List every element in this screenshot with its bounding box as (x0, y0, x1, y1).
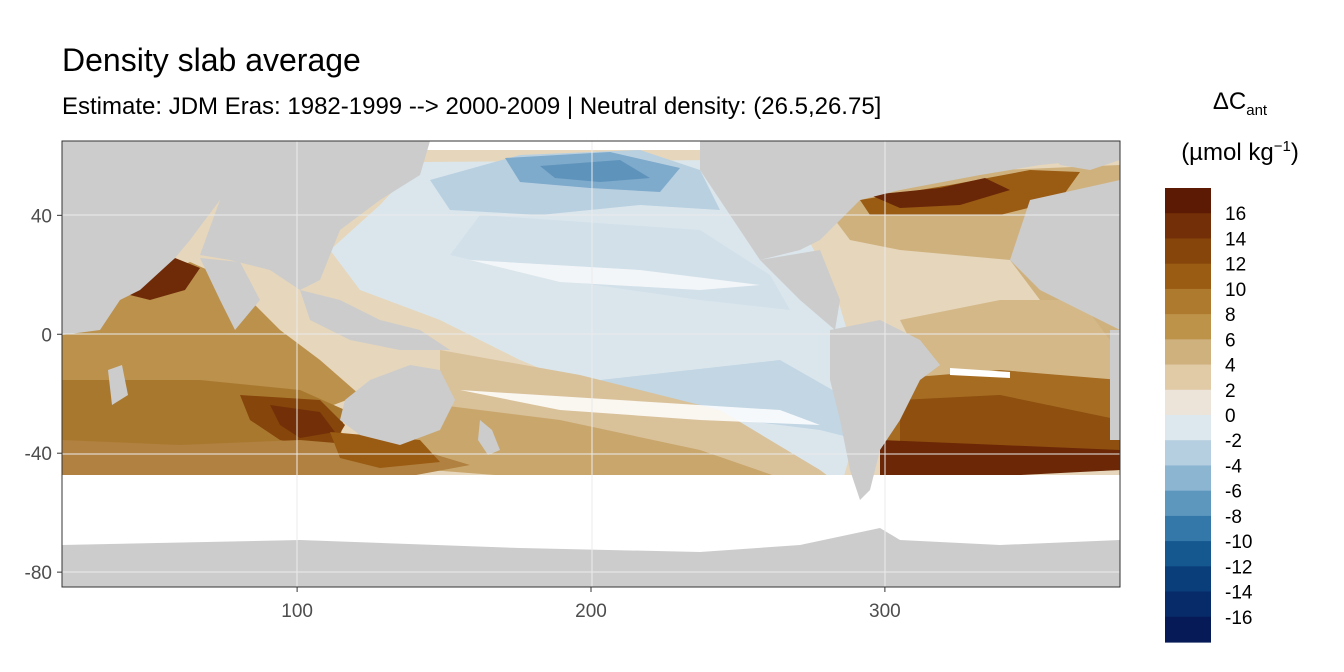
legend-swatch (1165, 566, 1211, 593)
legend-swatch (1165, 490, 1211, 517)
legend-swatch (1165, 389, 1211, 416)
legend-break-label: 8 (1225, 305, 1236, 326)
y-tick-label: 0 (41, 325, 52, 346)
x-tick-label: 300 (869, 601, 901, 622)
legend-swatch (1165, 213, 1211, 240)
legend-break-label: 10 (1225, 280, 1246, 301)
x-tick-label: 200 (575, 601, 607, 622)
legend-break-label: 0 (1225, 406, 1236, 427)
chart-subtitle: Estimate: JDM Eras: 1982-1999 --> 2000-2… (62, 93, 882, 120)
legend-unit-sup: −1 (1273, 138, 1291, 155)
legend-break-label: -10 (1225, 532, 1252, 553)
legend-title-main: ΔC (1212, 88, 1247, 115)
legend-break-label: -12 (1225, 557, 1252, 578)
legend-swatch (1165, 415, 1211, 441)
legend-break-label: 12 (1225, 255, 1246, 276)
map-panel (62, 141, 1120, 587)
legend-colorbar: 16 14 12 10 8 6 4 2 0 -2 -4 -6 -8 -10 -12 -14 -16 (1165, 188, 1253, 643)
legend-swatch (1165, 364, 1211, 391)
legend-swatch (1165, 465, 1211, 492)
legend-break-label: 16 (1225, 204, 1246, 225)
legend-swatch (1165, 591, 1211, 618)
legend-break-label: 4 (1225, 356, 1236, 377)
legend-break-label: -8 (1225, 507, 1242, 528)
legend-swatch (1165, 616, 1211, 643)
legend-swatch (1165, 339, 1211, 366)
legend-swatch (1165, 188, 1211, 214)
y-tick-label: -80 (25, 563, 52, 584)
legend-swatch (1165, 263, 1211, 290)
legend-unit-suffix: ) (1290, 139, 1299, 166)
legend-swatch (1165, 314, 1211, 340)
grid-lines (62, 141, 1120, 587)
legend-break-label: 6 (1225, 330, 1236, 351)
legend-title-sub: ant (1246, 101, 1268, 119)
legend-swatch (1165, 541, 1211, 567)
legend-title-unit: (µmol kg−1) (1150, 138, 1330, 167)
ocean-field (62, 145, 1120, 500)
legend-break-label: -14 (1225, 583, 1253, 604)
chart-title: Density slab average (62, 42, 361, 78)
legend-break-label: -2 (1225, 431, 1242, 452)
y-tick-label: 40 (31, 206, 52, 227)
legend-swatch (1165, 238, 1211, 265)
x-tick-label: 100 (281, 601, 313, 622)
y-tick-label: -40 (25, 444, 52, 465)
legend-break-label: -16 (1225, 608, 1252, 629)
legend-break-label: 2 (1225, 381, 1236, 402)
legend-break-label: 14 (1225, 229, 1247, 250)
legend-title-variable: ΔCant (1150, 88, 1330, 119)
legend-swatch (1165, 288, 1211, 315)
legend-unit-prefix: (µmol kg (1181, 139, 1274, 166)
legend-swatch (1165, 515, 1211, 542)
legend-break-label: -4 (1225, 456, 1242, 477)
southern-ocean-no-data (62, 475, 1120, 545)
legend-break-label: -6 (1225, 482, 1242, 503)
legend-swatch (1165, 440, 1211, 467)
